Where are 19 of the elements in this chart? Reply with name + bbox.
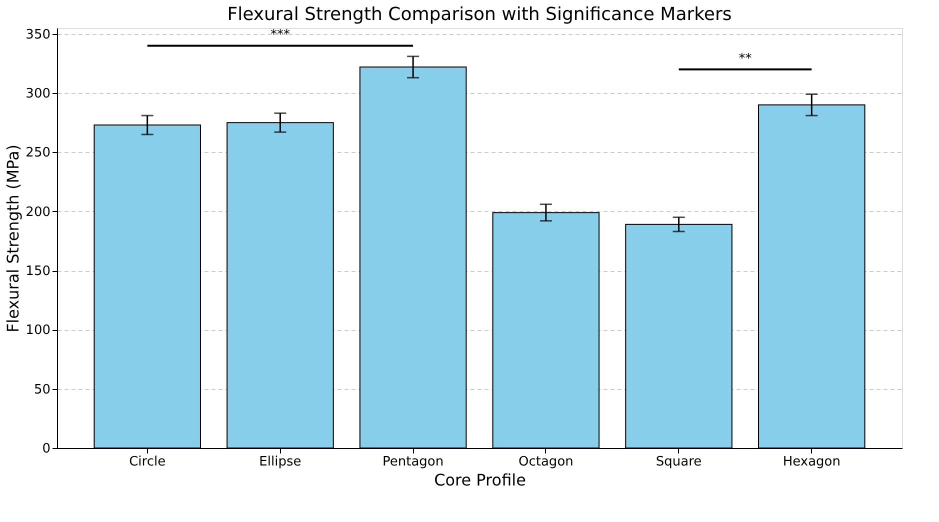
annotation: ** [738,51,752,66]
annotation: *** [270,28,290,43]
y-tick-label: 250 [26,146,50,161]
y-tick-label: 100 [26,323,50,338]
x-tick-label: Pentagon [382,454,444,470]
y-axis-title: Flexural Strength (MPa) [4,144,23,333]
x-axis-title: Core Profile [434,470,526,490]
x-tick-label: Hexagon [782,454,840,470]
y-tick-label: 50 [34,382,50,398]
x-tick-label: Circle [129,454,166,470]
y-tick-label: 300 [26,86,50,102]
x-tick-label: Square [656,454,702,470]
x-tick-label: Ellipse [259,454,302,470]
y-tick-label: 150 [26,264,50,280]
y-tick-label: 200 [26,204,50,220]
x-tick-label: Octagon [518,454,574,470]
y-tick-label: 0 [42,442,50,456]
y-tick-label: 350 [26,27,50,42]
chart-title: Flexural Strength Comparison with Significance Markers [227,4,732,25]
